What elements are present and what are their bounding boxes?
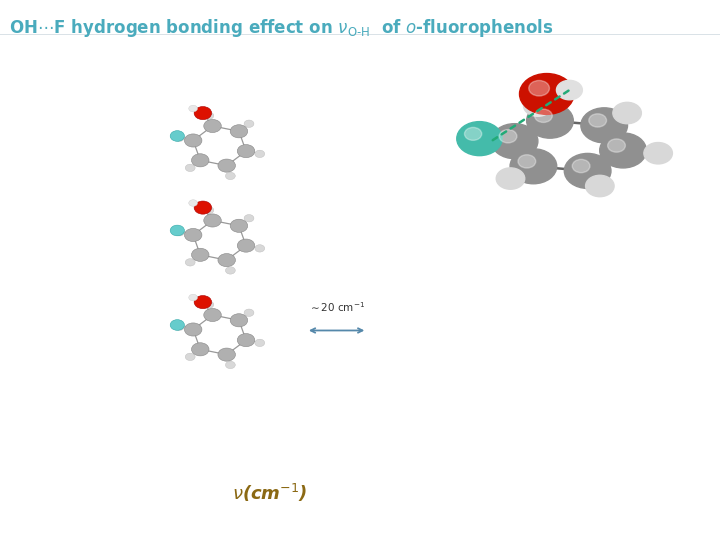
Circle shape bbox=[600, 133, 647, 168]
Circle shape bbox=[255, 339, 265, 347]
Circle shape bbox=[238, 239, 255, 252]
Circle shape bbox=[230, 125, 248, 138]
Circle shape bbox=[204, 308, 221, 321]
Circle shape bbox=[581, 108, 628, 143]
Circle shape bbox=[564, 153, 611, 188]
Circle shape bbox=[244, 309, 254, 316]
Circle shape bbox=[174, 134, 184, 141]
Circle shape bbox=[225, 267, 235, 274]
Circle shape bbox=[225, 172, 235, 180]
Circle shape bbox=[510, 149, 557, 184]
Circle shape bbox=[192, 248, 209, 261]
Circle shape bbox=[218, 254, 235, 267]
Text: OH$\cdots$F hydrogen bonding effect on $\nu_\mathrm{O\text{-}H}$  of $\it{o}$-fl: OH$\cdots$F hydrogen bonding effect on $… bbox=[9, 17, 553, 38]
Circle shape bbox=[526, 103, 573, 138]
Circle shape bbox=[204, 119, 221, 132]
Circle shape bbox=[189, 200, 197, 206]
Circle shape bbox=[218, 159, 235, 172]
Circle shape bbox=[589, 114, 606, 127]
Circle shape bbox=[523, 95, 552, 116]
Circle shape bbox=[185, 164, 195, 172]
Circle shape bbox=[572, 159, 590, 173]
Circle shape bbox=[204, 206, 214, 214]
Circle shape bbox=[464, 127, 482, 140]
Circle shape bbox=[496, 168, 525, 189]
Circle shape bbox=[194, 201, 212, 214]
Circle shape bbox=[255, 245, 265, 252]
Circle shape bbox=[189, 105, 197, 112]
Circle shape bbox=[520, 73, 574, 114]
Circle shape bbox=[613, 103, 642, 124]
Circle shape bbox=[608, 139, 626, 152]
Circle shape bbox=[204, 112, 214, 119]
Circle shape bbox=[185, 353, 195, 361]
Circle shape bbox=[204, 214, 221, 227]
Text: $\sim$20 cm$^{-1}$: $\sim$20 cm$^{-1}$ bbox=[308, 300, 365, 314]
Circle shape bbox=[644, 143, 672, 164]
Circle shape bbox=[499, 130, 517, 143]
Circle shape bbox=[185, 259, 195, 266]
Circle shape bbox=[174, 228, 184, 236]
Circle shape bbox=[204, 301, 214, 308]
Circle shape bbox=[225, 361, 235, 369]
Circle shape bbox=[465, 127, 494, 149]
Circle shape bbox=[184, 228, 202, 241]
Circle shape bbox=[557, 80, 582, 100]
Circle shape bbox=[238, 334, 255, 347]
Circle shape bbox=[194, 106, 212, 120]
Circle shape bbox=[170, 225, 184, 236]
Circle shape bbox=[230, 314, 248, 327]
Text: $\nu$(cm$^{-1}$): $\nu$(cm$^{-1}$) bbox=[233, 482, 307, 503]
Circle shape bbox=[534, 109, 552, 123]
Circle shape bbox=[192, 343, 209, 356]
Circle shape bbox=[170, 131, 184, 141]
Circle shape bbox=[244, 214, 254, 222]
Circle shape bbox=[491, 124, 538, 159]
Circle shape bbox=[238, 145, 255, 158]
Circle shape bbox=[230, 219, 248, 232]
Circle shape bbox=[189, 294, 197, 301]
Circle shape bbox=[518, 155, 536, 168]
Circle shape bbox=[184, 134, 202, 147]
Circle shape bbox=[528, 80, 549, 96]
Circle shape bbox=[456, 122, 502, 156]
Circle shape bbox=[255, 150, 265, 158]
Circle shape bbox=[174, 323, 184, 330]
Circle shape bbox=[192, 154, 209, 167]
Circle shape bbox=[170, 320, 184, 330]
Circle shape bbox=[244, 120, 254, 127]
Circle shape bbox=[184, 323, 202, 336]
Circle shape bbox=[218, 348, 235, 361]
Circle shape bbox=[194, 295, 212, 309]
Circle shape bbox=[585, 176, 614, 197]
